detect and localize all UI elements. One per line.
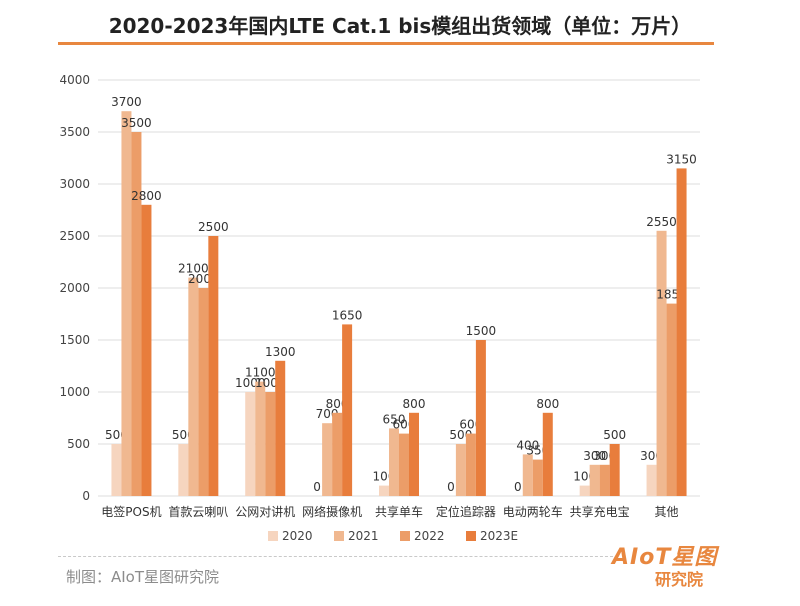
y-tick-label: 3500	[59, 125, 90, 139]
bar	[275, 360, 286, 496]
data-label: 3500	[121, 116, 152, 130]
x-tick-label: 网络摄像机	[302, 504, 362, 519]
bar	[255, 381, 266, 496]
bar	[666, 303, 677, 496]
y-tick-label: 1500	[59, 333, 90, 347]
data-label: 800	[536, 397, 559, 411]
data-label: 0	[514, 480, 522, 494]
bar	[389, 428, 399, 496]
bar	[265, 392, 276, 496]
bar	[542, 412, 553, 496]
bar	[332, 412, 343, 496]
bar	[455, 444, 466, 496]
bar	[342, 324, 353, 496]
y-tick-label: 2500	[59, 229, 90, 243]
bar	[475, 340, 486, 496]
data-label: 800	[403, 397, 426, 411]
x-tick-label: 定位追踪器	[436, 504, 496, 519]
source-note: 制图：AIoT星图研究院	[66, 568, 220, 586]
bar	[676, 168, 687, 496]
bar	[131, 132, 142, 496]
data-label: 2800	[131, 189, 162, 203]
bar	[322, 423, 333, 496]
legend-swatch	[334, 531, 344, 541]
data-label: 0	[313, 480, 321, 494]
title-underline	[58, 42, 714, 45]
bar	[141, 204, 152, 497]
legend-swatch	[400, 531, 410, 541]
y-tick-label: 2000	[59, 281, 90, 295]
legend-swatch	[268, 531, 278, 541]
bar	[121, 111, 132, 496]
bar	[188, 277, 199, 496]
bar	[379, 485, 389, 496]
x-tick-label: 共享单车	[375, 504, 423, 519]
data-label: 2500	[198, 220, 229, 234]
data-label: 0	[447, 480, 455, 494]
data-label: 2550	[646, 215, 677, 229]
data-label: 500	[603, 428, 626, 442]
y-tick-label: 4000	[59, 73, 90, 87]
x-tick-label: 电签POS机	[101, 504, 161, 519]
bar	[589, 464, 600, 496]
bar	[208, 236, 219, 496]
legend-label: 2020	[282, 529, 313, 543]
y-tick-label: 0	[82, 489, 90, 503]
x-tick-label: 公网对讲机	[235, 504, 295, 519]
bar	[599, 464, 610, 496]
data-label: 1100	[245, 366, 276, 380]
bar	[245, 392, 256, 496]
y-tick-label: 1000	[59, 385, 90, 399]
bar	[111, 444, 122, 496]
x-tick-label: 首款云喇叭	[168, 504, 228, 519]
data-label: 1500	[466, 324, 497, 338]
bar	[399, 433, 409, 496]
bar	[178, 444, 189, 496]
legend-label: 2021	[348, 529, 379, 543]
data-label: 3150	[666, 152, 697, 166]
legend-label: 2022	[414, 529, 445, 543]
bar	[198, 288, 209, 496]
bar	[522, 454, 533, 496]
bar	[465, 433, 476, 496]
chart-title: 2020-2023年国内LTE Cat.1 bis模组出货领域（单位：万片）	[108, 14, 692, 38]
x-tick-label: 其他	[655, 505, 679, 519]
logo-text-top: AIoT星图	[612, 545, 718, 570]
bar	[409, 412, 419, 496]
bar	[609, 444, 620, 496]
data-label: 300	[583, 449, 606, 463]
x-tick-label: 电动两轮车	[503, 504, 563, 519]
data-label: 400	[516, 438, 539, 452]
y-tick-label: 500	[67, 437, 90, 451]
aiot-logo: AIoT星图 研究院	[612, 546, 752, 596]
x-tick-label: 共享充电宝	[570, 504, 630, 519]
bar	[656, 230, 667, 497]
bar	[646, 464, 657, 496]
data-label: 650	[383, 412, 406, 426]
bar	[579, 485, 590, 496]
legend-label: 2023E	[480, 529, 518, 543]
bar	[532, 459, 543, 496]
footer-divider	[58, 556, 618, 557]
data-label: 2100	[178, 262, 209, 276]
logo-text-bottom: 研究院	[654, 570, 703, 589]
legend-swatch	[466, 531, 476, 541]
data-label: 1300	[265, 345, 296, 359]
data-label: 1650	[332, 308, 363, 322]
y-tick-label: 3000	[59, 177, 90, 191]
data-label: 3700	[111, 95, 142, 109]
